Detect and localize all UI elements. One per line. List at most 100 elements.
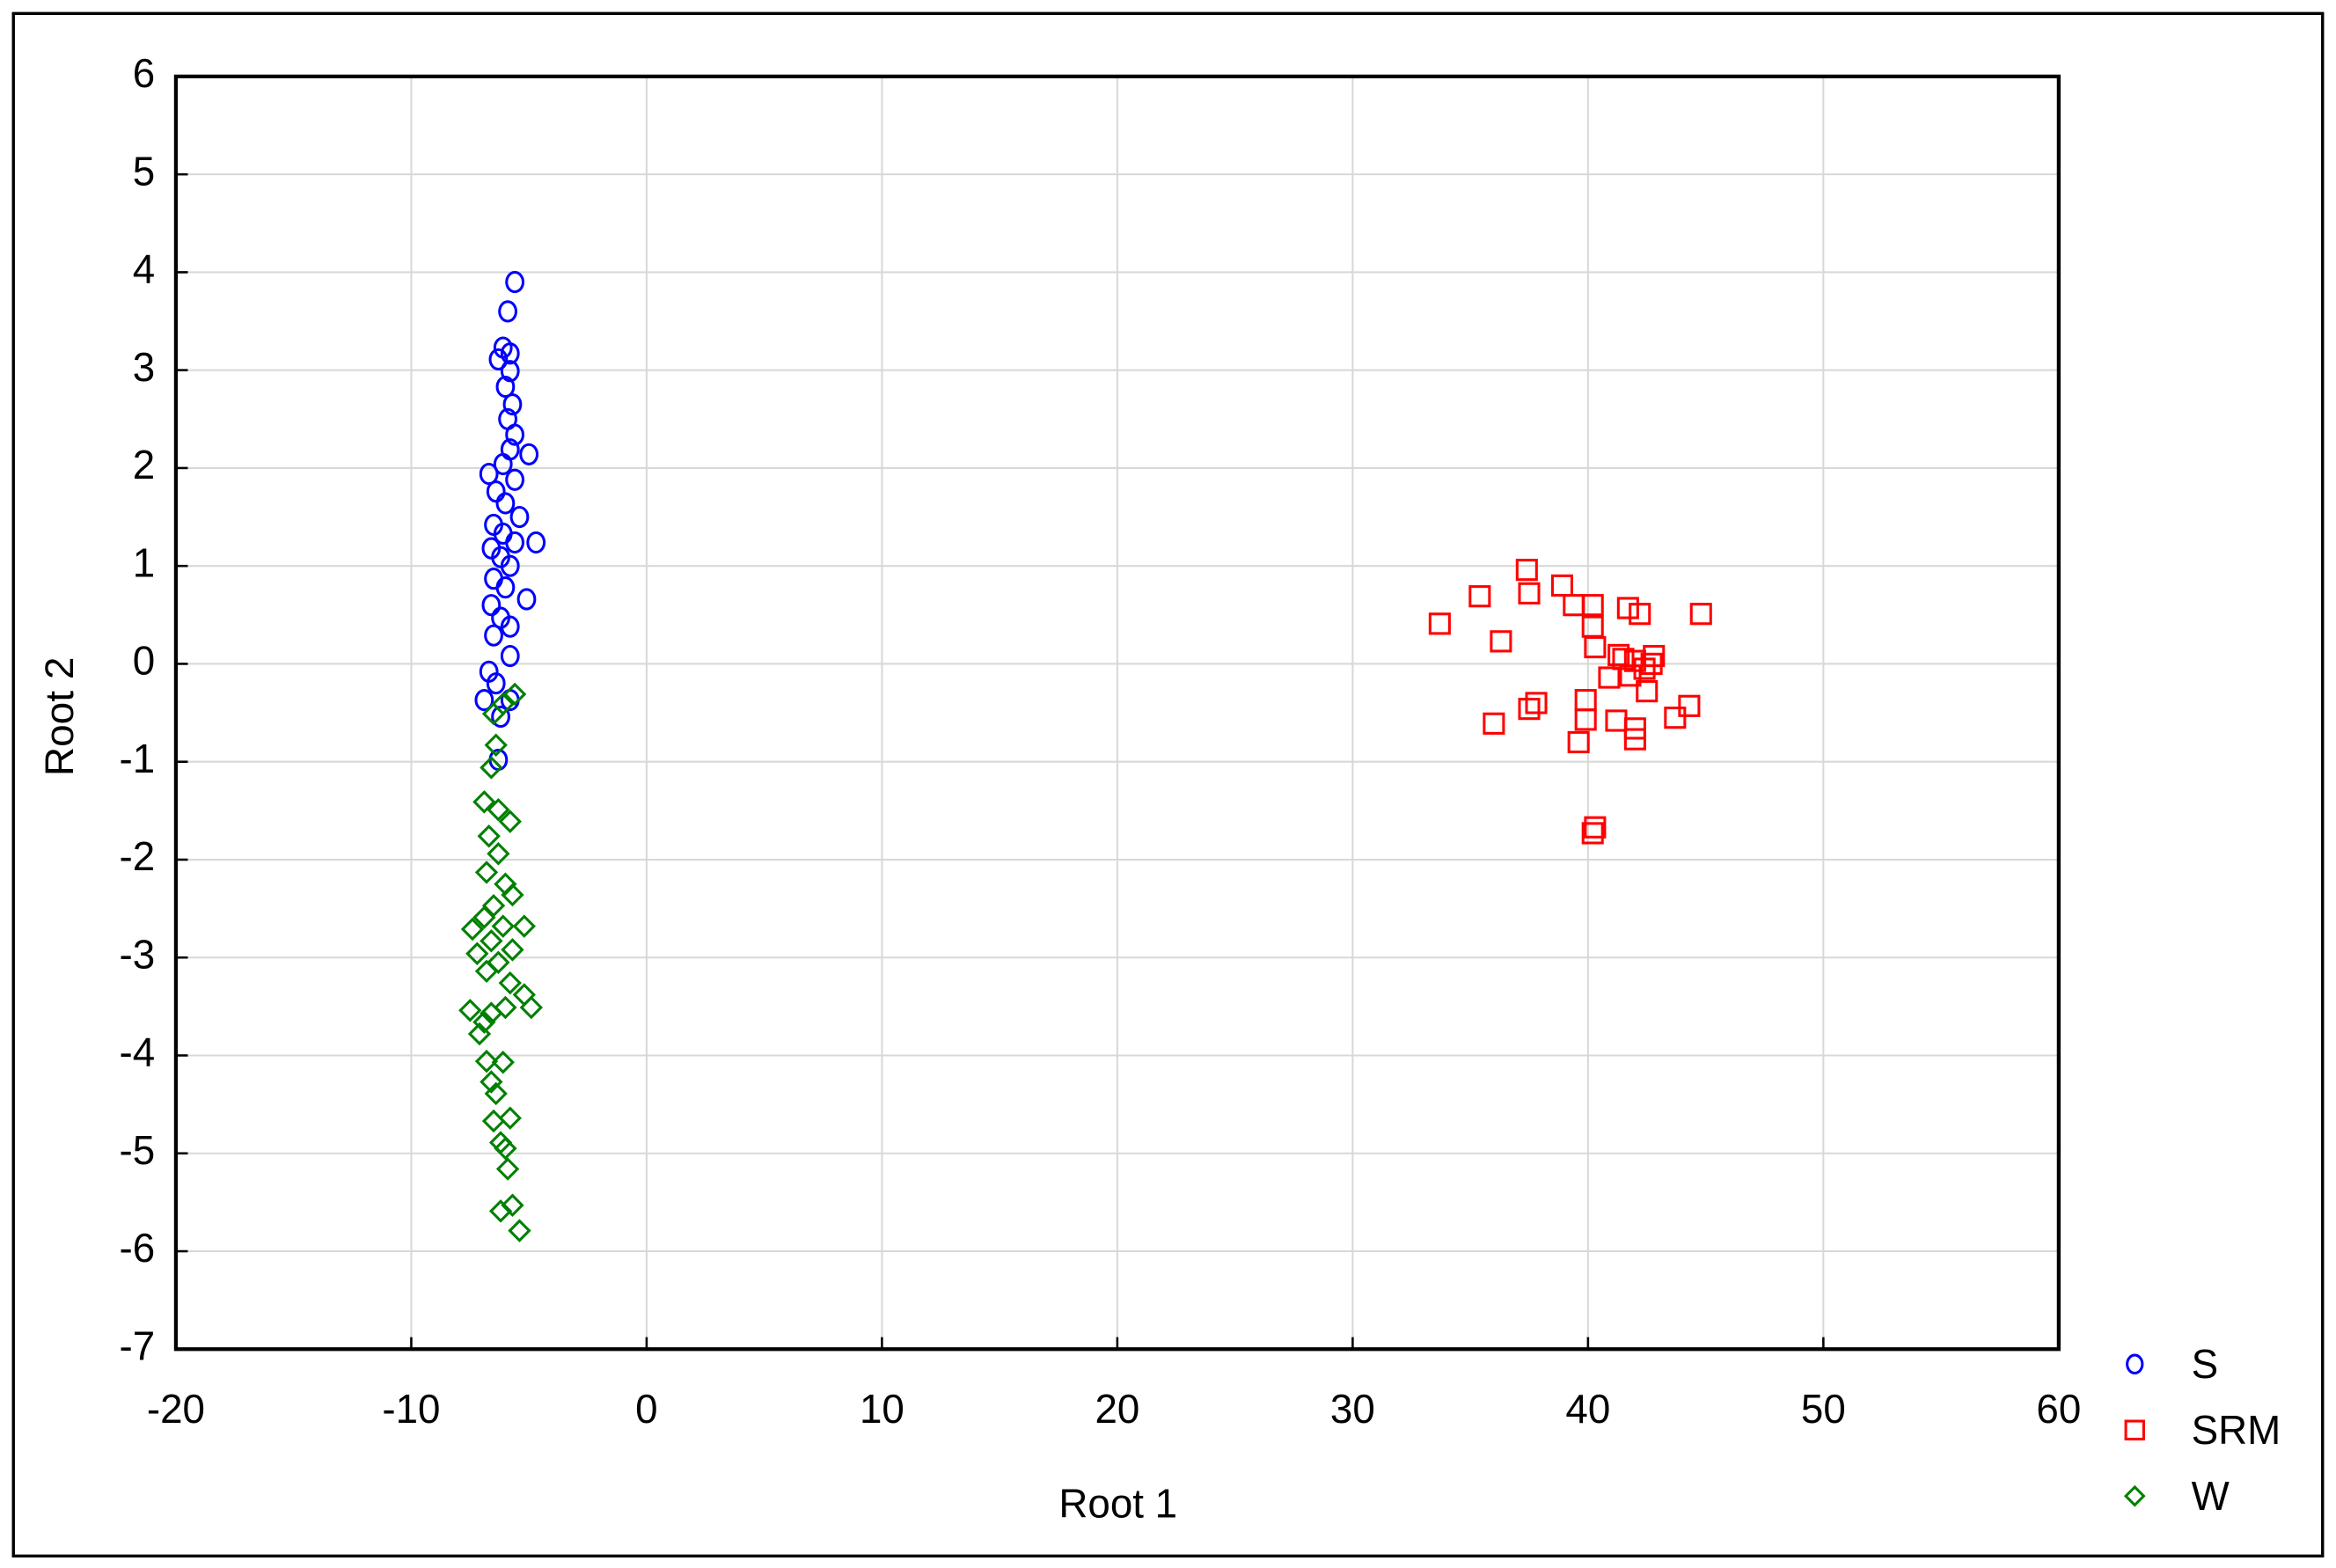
point	[474, 689, 494, 712]
point	[472, 790, 496, 814]
point	[1689, 603, 1712, 626]
x-tick-label: 50	[1801, 1386, 1846, 1432]
x-tick-label: 0	[635, 1386, 657, 1432]
point	[1518, 582, 1541, 604]
point	[1525, 692, 1548, 714]
point	[484, 624, 503, 647]
point	[498, 300, 517, 323]
point	[1633, 657, 1656, 680]
y-tick-label: -6	[120, 1225, 156, 1271]
y-tick-label: 3	[133, 344, 155, 390]
point	[479, 462, 499, 486]
legend-marker	[2126, 1353, 2144, 1375]
point	[1612, 648, 1635, 670]
point	[505, 531, 525, 554]
x-tick-label: 10	[860, 1386, 904, 1432]
point	[1567, 730, 1590, 754]
point	[1584, 635, 1607, 659]
point	[1678, 694, 1701, 717]
point	[481, 1109, 506, 1133]
point	[1428, 612, 1451, 635]
point	[472, 905, 496, 929]
point	[480, 1070, 503, 1094]
point	[488, 1199, 513, 1223]
point	[474, 861, 499, 884]
point	[460, 917, 485, 942]
point	[484, 1081, 508, 1106]
plot-border	[173, 74, 2061, 1352]
point	[487, 950, 510, 975]
point	[1581, 594, 1604, 617]
y-tick-label: -3	[120, 931, 156, 977]
point	[458, 999, 482, 1022]
point	[484, 733, 508, 758]
point	[487, 797, 510, 822]
point	[495, 375, 516, 399]
point	[519, 995, 544, 1020]
point	[500, 554, 520, 577]
point	[1664, 707, 1687, 729]
y-tick-label: 2	[133, 442, 155, 487]
point	[1581, 822, 1604, 845]
point	[1550, 574, 1573, 597]
legend-label: SRM	[2192, 1407, 2281, 1453]
point	[465, 942, 489, 966]
point	[491, 705, 510, 729]
y-tick-label: 0	[133, 637, 155, 683]
point	[1607, 643, 1630, 667]
y-axis-title: Root 2	[36, 657, 82, 776]
point	[501, 1193, 524, 1217]
y-tick-label: -5	[120, 1127, 156, 1173]
x-axis-title: Root 1	[1058, 1480, 1177, 1526]
y-tick-label: -1	[120, 736, 156, 781]
point	[500, 615, 520, 638]
point	[474, 959, 499, 984]
x-tick-label: 40	[1565, 1386, 1610, 1432]
point	[505, 270, 525, 294]
frame	[11, 11, 2325, 1558]
x-tick-label: 30	[1330, 1386, 1375, 1432]
point	[491, 914, 515, 938]
y-tick-label: -4	[120, 1029, 156, 1075]
legend-label: W	[2192, 1473, 2230, 1519]
y-tick-label: -2	[120, 833, 156, 879]
point	[502, 393, 523, 416]
point	[500, 644, 520, 668]
point	[491, 1051, 515, 1074]
point	[516, 588, 537, 611]
point	[1616, 597, 1639, 619]
point	[467, 1022, 492, 1046]
point	[488, 348, 509, 371]
point	[509, 505, 530, 529]
point	[505, 468, 525, 491]
point	[498, 1106, 522, 1130]
point	[495, 576, 516, 599]
point	[495, 1157, 520, 1181]
point	[1584, 816, 1607, 839]
point	[498, 810, 522, 833]
point	[1629, 603, 1651, 626]
x-tick-label: 60	[2036, 1386, 2081, 1432]
y-tick-label: 4	[133, 245, 155, 291]
legend-marker	[2123, 1484, 2146, 1507]
point	[486, 672, 506, 695]
y-tick-label: 6	[133, 50, 155, 96]
point	[494, 995, 517, 1020]
point	[1623, 728, 1646, 751]
point	[505, 423, 525, 446]
point	[1640, 652, 1663, 676]
point	[501, 883, 524, 907]
point	[495, 492, 516, 515]
point	[1468, 585, 1491, 608]
point	[494, 1136, 517, 1161]
y-tick-label: -7	[120, 1323, 156, 1368]
point	[512, 914, 536, 938]
point	[474, 1049, 499, 1073]
point	[1490, 630, 1512, 653]
point	[500, 360, 520, 383]
point	[1518, 698, 1541, 721]
point	[1636, 679, 1659, 703]
point	[1619, 664, 1642, 687]
point	[472, 1010, 496, 1034]
